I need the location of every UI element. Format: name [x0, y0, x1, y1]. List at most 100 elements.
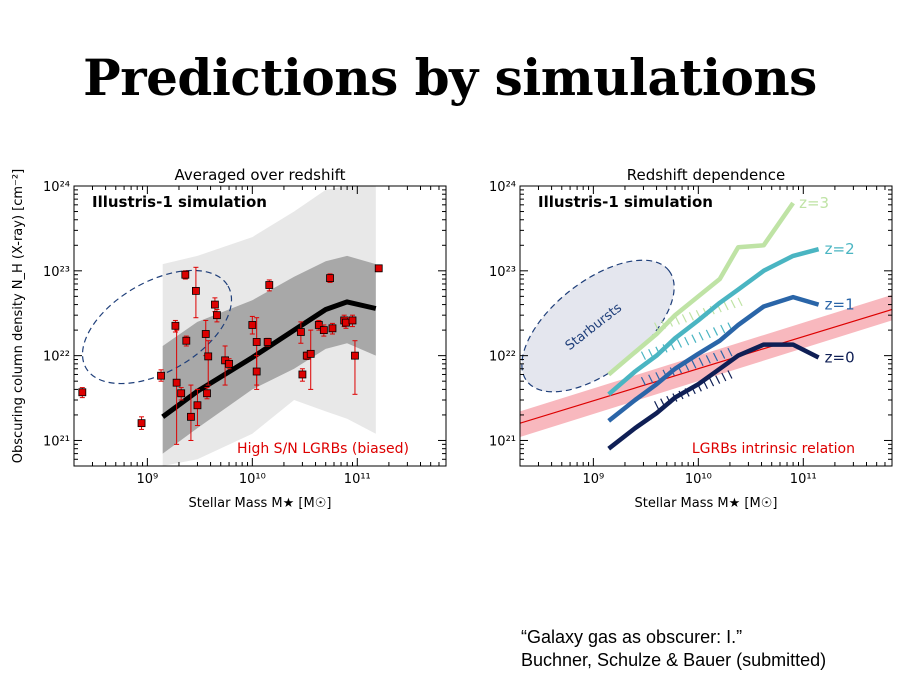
- y-tick-label: 10²³: [43, 265, 70, 280]
- hatch-mark: [727, 370, 733, 379]
- axes-frame: [519, 185, 893, 467]
- hatch-mark: [655, 372, 661, 381]
- hatch-mark: [698, 332, 704, 341]
- hatch-mark: [684, 336, 690, 346]
- data-point: [172, 378, 181, 387]
- series-label-z3: z=3: [799, 194, 829, 212]
- series-line-z0: [607, 342, 820, 451]
- data-point: [328, 324, 337, 333]
- y-tick-label: 10²³: [489, 265, 516, 280]
- x-tick-label: 10¹⁰: [239, 472, 266, 487]
- hatch-mark: [737, 297, 743, 307]
- citation-line-2: Buchner, Schulze & Bauer (submitted): [521, 650, 827, 670]
- dashed-ellipse: [81, 269, 233, 385]
- inset-label: Illustris-1 simulation: [92, 193, 267, 211]
- series-label-z2: z=2: [825, 240, 855, 258]
- hatch-mark: [648, 374, 654, 384]
- starburst-ellipse: [521, 259, 675, 393]
- data-point: [213, 311, 221, 320]
- hatch-mark: [640, 351, 646, 360]
- citation: “Galaxy gas as obscurer: I.” Buchner, Sc…: [521, 626, 826, 672]
- x-tick-label: 10¹¹: [790, 472, 817, 487]
- hatch-mark: [720, 350, 726, 359]
- x-axis-label: Stellar Mass M★ [M☉]: [189, 496, 332, 511]
- axes-frame: [73, 185, 447, 467]
- annotation-label: High S/N LGRBs (biased): [237, 441, 409, 457]
- chart-title: Redshift dependence: [627, 166, 785, 184]
- data-point: [248, 321, 257, 329]
- hatch-mark: [654, 400, 660, 410]
- data-point: [187, 412, 195, 421]
- data-point: [182, 336, 191, 345]
- series-line-z3: [607, 201, 795, 377]
- y-tick-label: 10²²: [489, 350, 516, 365]
- inner-percentile-band: [162, 255, 376, 454]
- series-line-z1: [607, 294, 820, 423]
- hatch-mark: [688, 312, 694, 321]
- hatch-mark: [705, 355, 711, 364]
- y-tick-label: 10²⁴: [43, 180, 70, 195]
- x-tick-label: 10⁹: [136, 472, 158, 487]
- data-point: [157, 371, 165, 380]
- x-axis-label: Stellar Mass M★ [M☉]: [635, 496, 778, 511]
- hatch-mark: [676, 339, 683, 348]
- data-point: [252, 338, 261, 346]
- data-point: [263, 338, 272, 346]
- data-point: [319, 326, 328, 335]
- y-tick-label: 10²⁴: [489, 180, 516, 195]
- data-point: [265, 281, 274, 289]
- y-tick-label: 10²²: [43, 350, 70, 365]
- x-tick-label: 10¹⁰: [685, 472, 712, 487]
- annotation-label: LGRBs intrinsic relation: [692, 441, 855, 457]
- hatch-mark: [640, 376, 646, 386]
- data-point: [78, 388, 87, 397]
- chart-title: Averaged over redshift: [174, 166, 345, 184]
- hatch-mark: [705, 329, 711, 339]
- hatch-mark: [691, 359, 697, 369]
- plot-area: [520, 201, 892, 451]
- hatch-mark: [712, 327, 719, 336]
- series-line-z2: [607, 247, 820, 397]
- data-point: [252, 367, 261, 376]
- data-point: [348, 316, 357, 325]
- data-point: [181, 270, 190, 279]
- x-tick-label: 10¹¹: [344, 472, 371, 487]
- data-point: [192, 286, 200, 295]
- y-tick-label: 10²¹: [489, 434, 516, 449]
- data-point: [326, 274, 334, 283]
- data-point: [211, 300, 219, 309]
- hatch-mark: [681, 314, 687, 323]
- hatch-mark: [720, 324, 726, 334]
- data-point: [351, 351, 359, 360]
- hatch-mark: [691, 334, 697, 343]
- data-point: [342, 318, 350, 327]
- hatch-mark: [648, 348, 654, 358]
- data-point: [374, 264, 383, 273]
- data-point: [193, 401, 202, 410]
- hatch-mark: [727, 347, 733, 357]
- data-point: [203, 389, 211, 398]
- data-point: [171, 321, 180, 330]
- inset-label: Illustris-1 simulation: [538, 193, 713, 211]
- hatch-mark: [712, 352, 719, 362]
- x-tick-label: 10⁹: [582, 472, 604, 487]
- relation-line: [520, 308, 892, 424]
- citation-line-1: “Galaxy gas as obscurer: I.”: [521, 627, 743, 647]
- hatch-mark: [674, 316, 680, 325]
- series-label-z1: z=1: [825, 296, 855, 314]
- slide-title: Predictions by simulations: [83, 48, 817, 107]
- data-point: [306, 349, 315, 358]
- hatch-mark: [715, 375, 721, 384]
- data-point: [204, 352, 213, 361]
- data-point: [177, 389, 186, 398]
- plot-area: [78, 186, 383, 466]
- y-tick-label: 10²¹: [43, 434, 70, 449]
- data-point: [298, 370, 307, 379]
- hatch-mark: [654, 322, 660, 331]
- hatch-mark: [698, 357, 704, 367]
- data-point: [225, 359, 233, 368]
- hatch-mark: [730, 299, 736, 309]
- left-panel: High S/N LGRBs (biased) 10⁹ 10¹⁰ 10¹¹ 10²¹ 10…: [11, 166, 447, 511]
